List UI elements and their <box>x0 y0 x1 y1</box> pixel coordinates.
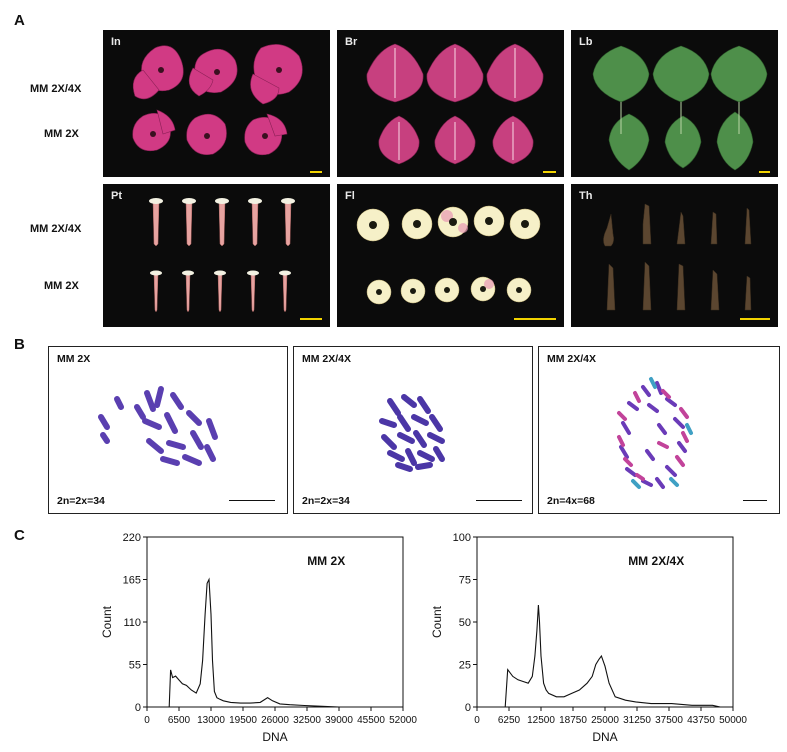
chromosome-spread-3 <box>617 377 693 489</box>
y-axis-label: Count <box>430 605 444 638</box>
y-tick-label: 25 <box>459 660 471 672</box>
karyotype-box-2: MM 2X/4X 2n=2x=34 <box>293 346 533 514</box>
x-tick-label: 50000 <box>719 715 747 726</box>
scale-bar <box>300 318 322 320</box>
y-axis-label: Count <box>100 605 114 638</box>
photo-tag-in: In <box>111 36 121 48</box>
scale-bar <box>229 499 275 501</box>
inflorescence-illustration <box>132 44 303 156</box>
x-tick-label: 31250 <box>623 715 651 726</box>
chart-title: MM 2X <box>307 554 345 568</box>
x-tick-label: 45500 <box>357 715 385 726</box>
photo-tag-fl: Fl <box>345 190 355 202</box>
scale-bar <box>743 499 767 501</box>
x-tick-label: 32500 <box>293 715 321 726</box>
chart-title: MM 2X/4X <box>628 554 684 568</box>
histogram-series-line <box>168 577 340 708</box>
y-tick-label: 100 <box>453 532 471 544</box>
x-tick-label: 25000 <box>591 715 619 726</box>
x-axis-label: DNA <box>592 730 617 744</box>
bracts-illustration <box>366 43 544 165</box>
histogram-mm2x: 0 55 110 165 220 0 6500 13000 19500 26000 32500 390… <box>100 532 417 744</box>
karyotype-title-2: MM 2X/4X <box>302 353 352 365</box>
scale-bar <box>740 318 770 320</box>
photo-perianth-tubes: Pt <box>103 184 330 327</box>
x-tick-label: 26000 <box>261 715 289 726</box>
panel-letter-a: A <box>14 12 25 29</box>
x-axis-label: DNA <box>262 730 287 744</box>
chromosome-count-2: 2n=2x=34 <box>302 495 350 507</box>
photo-tag-th: Th <box>579 190 593 202</box>
karyotype-title-1: MM 2X <box>57 353 91 365</box>
photo-tag-lb: Lb <box>579 36 593 48</box>
row-label-bottom2: MM 2X <box>44 280 79 292</box>
x-tick-label: 6250 <box>498 715 521 726</box>
scale-bar <box>543 171 556 173</box>
x-tick-label: 52000 <box>389 715 417 726</box>
tube-illustration <box>149 198 295 313</box>
y-tick-label: 220 <box>123 532 141 544</box>
photo-leaf-blades: Lb <box>571 30 778 177</box>
x-tick-label: 18750 <box>559 715 587 726</box>
karyotype-box-3: MM 2X/4X 2n=4x=68 <box>538 346 780 514</box>
y-tick-label: 50 <box>459 617 471 629</box>
plot-frame <box>146 536 404 708</box>
x-tick-label: 0 <box>474 715 480 726</box>
chromosome-count-3: 2n=4x=68 <box>547 495 595 507</box>
scale-bar <box>476 499 522 501</box>
chromosome-spread-1 <box>98 386 218 466</box>
chromosome-count-1: 2n=2x=34 <box>57 495 105 507</box>
flower-illustration <box>356 205 541 305</box>
x-tick-label: 13000 <box>197 715 225 726</box>
thorn-illustration <box>603 203 752 311</box>
x-tick-label: 0 <box>144 715 150 726</box>
scale-bar <box>514 318 556 320</box>
x-tick-label: 39000 <box>325 715 353 726</box>
y-tick-label: 0 <box>465 702 471 714</box>
plot-frame <box>476 536 734 708</box>
row-label-top2: MM 2X/4X <box>30 223 82 235</box>
photo-bracts: Br <box>337 30 564 177</box>
y-tick-label: 75 <box>459 575 471 587</box>
row-label-top1: MM 2X/4X <box>30 83 82 95</box>
x-tick-label: 43750 <box>687 715 715 726</box>
histogram-mm2x4x: 0 25 50 75 100 0 6250 12500 18750 25000 31250 37500… <box>430 532 747 744</box>
y-tick-label: 110 <box>123 617 141 629</box>
panel-letter-b: B <box>14 336 25 353</box>
row-label-bottom1: MM 2X <box>44 128 79 140</box>
karyotype-box-1: MM 2X 2n=2x=34 <box>48 346 288 514</box>
photo-thorns: Th <box>571 184 778 327</box>
photo-flowers: Fl <box>337 184 564 327</box>
photo-tag-br: Br <box>345 36 358 48</box>
y-tick-label: 55 <box>129 660 141 672</box>
x-tick-label: 12500 <box>527 715 555 726</box>
photo-inflorescence: In <box>103 30 330 177</box>
photo-tag-pt: Pt <box>111 190 122 202</box>
chromosome-spread-2 <box>379 394 445 472</box>
x-tick-label: 6500 <box>168 715 191 726</box>
scale-bar <box>310 171 322 173</box>
x-tick-label: 37500 <box>655 715 683 726</box>
scale-bar <box>759 171 770 173</box>
leaf-illustration <box>592 45 768 171</box>
panel-letter-c: C <box>14 527 25 544</box>
histogram-series-line <box>504 604 721 708</box>
y-tick-label: 165 <box>123 575 141 587</box>
karyotype-title-3: MM 2X/4X <box>547 353 597 365</box>
x-tick-label: 19500 <box>229 715 257 726</box>
y-tick-label: 0 <box>135 702 141 714</box>
